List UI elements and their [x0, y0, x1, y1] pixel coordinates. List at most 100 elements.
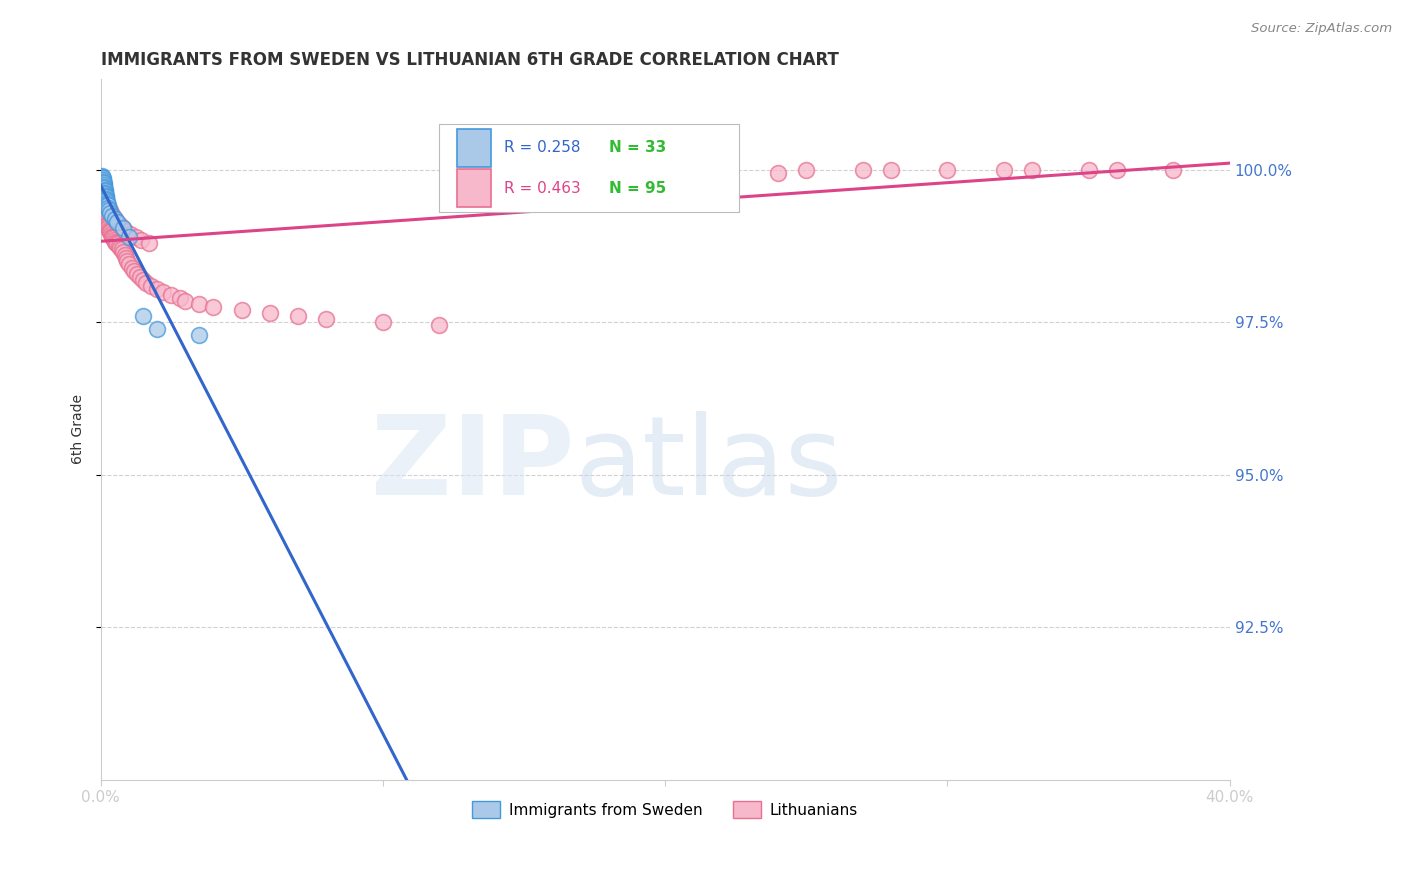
- Point: [513, 175, 536, 189]
- Point: [710, 163, 733, 178]
- Point: [135, 276, 157, 290]
- Point: [94, 190, 117, 204]
- Point: [103, 231, 125, 245]
- Point: [94, 194, 117, 208]
- Point: [94, 211, 117, 226]
- Text: Source: ZipAtlas.com: Source: ZipAtlas.com: [1251, 22, 1392, 36]
- Point: [91, 186, 114, 201]
- Point: [993, 163, 1015, 178]
- Point: [91, 175, 114, 189]
- Text: N = 33: N = 33: [609, 140, 666, 155]
- Point: [112, 221, 135, 235]
- Point: [152, 285, 174, 299]
- Point: [104, 235, 127, 249]
- Point: [115, 252, 138, 266]
- Point: [91, 194, 114, 209]
- Point: [1161, 163, 1184, 178]
- FancyBboxPatch shape: [457, 169, 491, 207]
- Text: R = 0.258: R = 0.258: [503, 140, 581, 155]
- Point: [91, 170, 114, 185]
- Point: [97, 219, 120, 233]
- Point: [91, 196, 114, 211]
- Point: [91, 169, 114, 183]
- Point: [169, 291, 191, 305]
- Point: [132, 273, 155, 287]
- Point: [114, 248, 136, 262]
- Point: [93, 200, 115, 214]
- Point: [91, 192, 114, 206]
- Point: [118, 258, 141, 272]
- Point: [202, 300, 225, 314]
- Point: [93, 178, 115, 193]
- Point: [101, 230, 124, 244]
- Point: [101, 209, 124, 223]
- Point: [112, 245, 135, 260]
- Point: [852, 163, 875, 178]
- Point: [114, 224, 136, 238]
- Point: [97, 201, 120, 215]
- Point: [101, 228, 124, 243]
- Point: [188, 327, 211, 342]
- Point: [100, 205, 122, 219]
- Point: [98, 202, 121, 217]
- Point: [96, 196, 118, 211]
- Point: [121, 260, 143, 275]
- Point: [91, 187, 114, 202]
- Point: [118, 230, 141, 244]
- Point: [93, 201, 115, 215]
- Point: [91, 198, 114, 212]
- Point: [94, 205, 117, 219]
- Point: [94, 186, 117, 200]
- Point: [94, 187, 117, 202]
- FancyBboxPatch shape: [457, 128, 491, 167]
- Point: [105, 215, 128, 229]
- Point: [110, 241, 132, 255]
- Point: [91, 174, 114, 188]
- Point: [94, 185, 117, 199]
- Point: [97, 198, 120, 212]
- Point: [160, 288, 183, 302]
- Point: [287, 310, 309, 324]
- Point: [93, 181, 115, 195]
- Point: [94, 188, 117, 202]
- Point: [131, 233, 153, 247]
- Point: [98, 223, 121, 237]
- Legend: Immigrants from Sweden, Lithuanians: Immigrants from Sweden, Lithuanians: [467, 795, 865, 824]
- Text: N = 95: N = 95: [609, 180, 666, 195]
- Point: [96, 215, 118, 229]
- Point: [97, 221, 120, 235]
- Point: [91, 170, 114, 185]
- Point: [107, 215, 129, 229]
- Point: [96, 218, 118, 232]
- Point: [96, 196, 118, 211]
- Point: [104, 211, 127, 226]
- FancyBboxPatch shape: [439, 124, 738, 211]
- Point: [138, 236, 160, 251]
- Point: [766, 166, 789, 180]
- Point: [107, 237, 129, 252]
- Point: [96, 194, 118, 209]
- Point: [93, 177, 115, 191]
- Point: [124, 263, 146, 277]
- Point: [93, 188, 115, 202]
- Point: [96, 213, 118, 227]
- Point: [101, 209, 124, 223]
- Point: [146, 282, 169, 296]
- Point: [231, 303, 253, 318]
- Point: [93, 204, 115, 219]
- Point: [936, 163, 959, 178]
- Point: [94, 211, 117, 225]
- Point: [1105, 163, 1128, 178]
- Point: [91, 173, 114, 187]
- Point: [120, 227, 142, 241]
- Text: atlas: atlas: [575, 410, 844, 517]
- Point: [371, 315, 394, 329]
- Point: [129, 269, 152, 284]
- Point: [174, 294, 197, 309]
- Point: [654, 163, 676, 178]
- Point: [97, 200, 120, 214]
- Point: [96, 194, 118, 208]
- Point: [146, 321, 169, 335]
- Point: [125, 230, 148, 244]
- Point: [457, 187, 479, 202]
